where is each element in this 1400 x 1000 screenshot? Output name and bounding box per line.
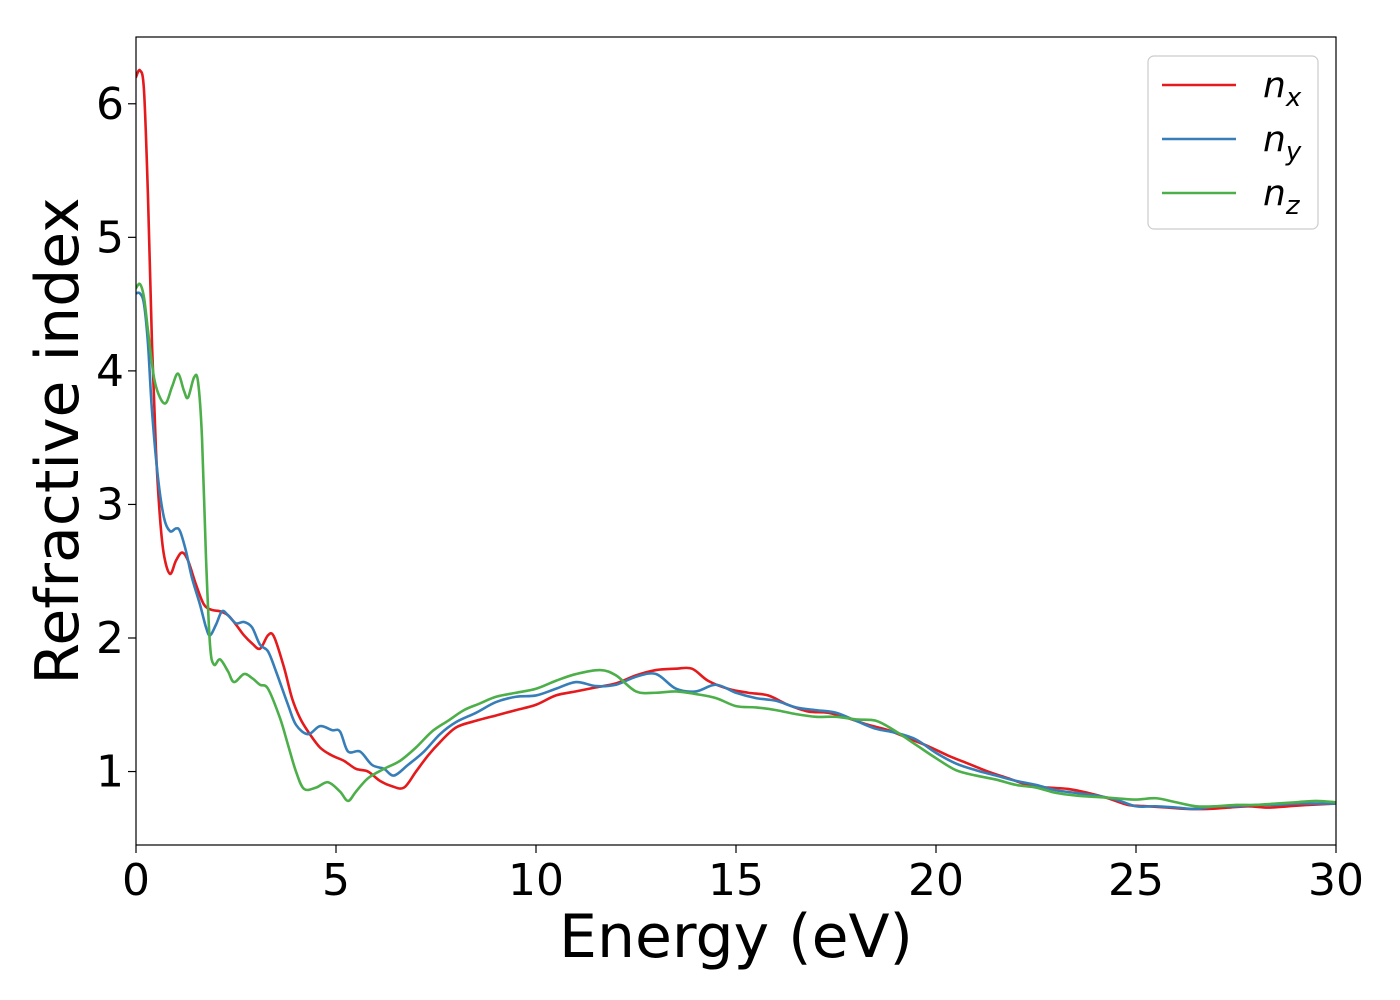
x-tick-label: 25 xyxy=(1108,855,1164,906)
x-axis-label: Energy (eV) xyxy=(559,902,913,972)
x-tick-label: 15 xyxy=(708,855,764,906)
y-tick-label: 3 xyxy=(96,479,124,530)
x-tick-label: 30 xyxy=(1308,855,1364,906)
x-tick-label: 0 xyxy=(122,855,150,906)
legend-entries: nx ny nz xyxy=(1162,65,1302,221)
y-tick-label: 5 xyxy=(96,212,124,263)
y-tick-label: 2 xyxy=(96,613,124,664)
legend-label-ny: ny xyxy=(1263,119,1302,167)
y-tick-label: 4 xyxy=(96,346,124,397)
y-tick-label: 6 xyxy=(96,79,124,130)
x-tick-label: 5 xyxy=(322,855,350,906)
legend-label-nx: nx xyxy=(1263,65,1302,113)
series-layer xyxy=(136,68,1336,811)
y-axis-label: Refractive index xyxy=(23,197,93,684)
legend-label-nz: nz xyxy=(1263,173,1301,221)
y-axis: 1 2 3 4 5 6 xyxy=(96,79,136,798)
legend: nx ny nz xyxy=(1147,55,1319,230)
x-tick-label: 20 xyxy=(908,855,964,906)
y-tick-label: 1 xyxy=(96,747,124,798)
series-line-ny xyxy=(136,291,1336,811)
series-line-nz xyxy=(136,282,1336,808)
x-tick-label: 10 xyxy=(508,855,564,906)
legend-box xyxy=(1147,55,1319,230)
x-axis: 0 5 10 15 20 25 30 xyxy=(122,845,1364,906)
